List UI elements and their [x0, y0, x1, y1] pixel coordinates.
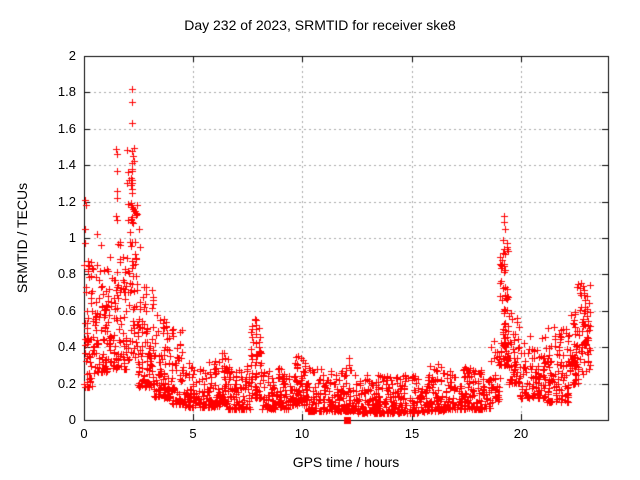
- x-tick-label: 5: [189, 426, 197, 441]
- y-tick-label: 1.8: [57, 84, 76, 99]
- y-tick-label: 1.6: [57, 121, 76, 136]
- x-tick-label: 10: [294, 426, 310, 441]
- x-tick-label: 0: [80, 426, 88, 441]
- y-tick-label: 0: [68, 412, 76, 427]
- y-tick-label: 2: [68, 48, 76, 63]
- y-tick-label: 1.2: [57, 194, 76, 209]
- y-tick-label: 0.4: [57, 339, 76, 354]
- chart-title: Day 232 of 2023, SRMTID for receiver ske…: [184, 17, 456, 33]
- y-tick-label: 1.4: [57, 157, 76, 172]
- x-axis-label: GPS time / hours: [292, 454, 400, 470]
- x-tick-label: 20: [513, 426, 529, 441]
- x-tick-label: 15: [404, 426, 420, 441]
- y-tick-label: 1: [68, 230, 76, 245]
- y-tick-label: 0.8: [57, 266, 76, 281]
- y-tick-label: 0.2: [57, 376, 76, 391]
- y-tick-label: 0.6: [57, 303, 76, 318]
